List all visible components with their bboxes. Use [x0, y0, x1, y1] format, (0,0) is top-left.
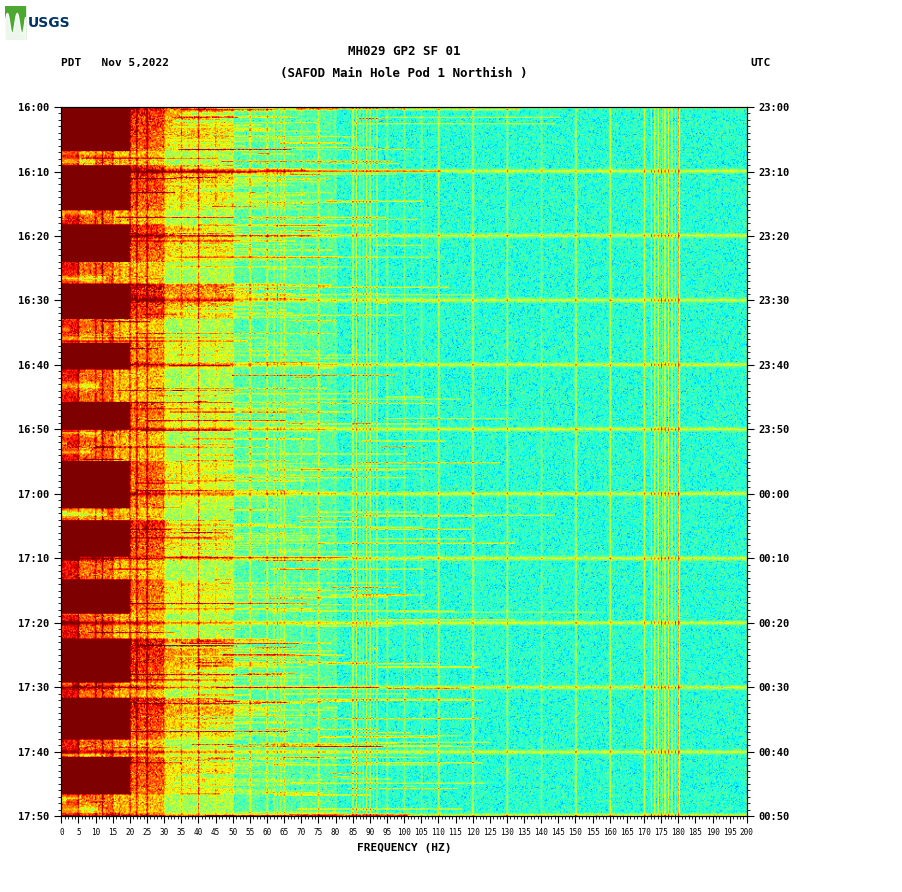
- Text: UTC: UTC: [750, 58, 770, 69]
- Text: MH029 GP2 SF 01: MH029 GP2 SF 01: [348, 45, 460, 58]
- Text: PDT   Nov 5,2022: PDT Nov 5,2022: [61, 58, 170, 69]
- Text: (SAFOD Main Hole Pod 1 Northish ): (SAFOD Main Hole Pod 1 Northish ): [281, 67, 528, 79]
- X-axis label: FREQUENCY (HZ): FREQUENCY (HZ): [357, 843, 451, 853]
- FancyBboxPatch shape: [5, 6, 25, 40]
- Text: USGS: USGS: [28, 16, 70, 30]
